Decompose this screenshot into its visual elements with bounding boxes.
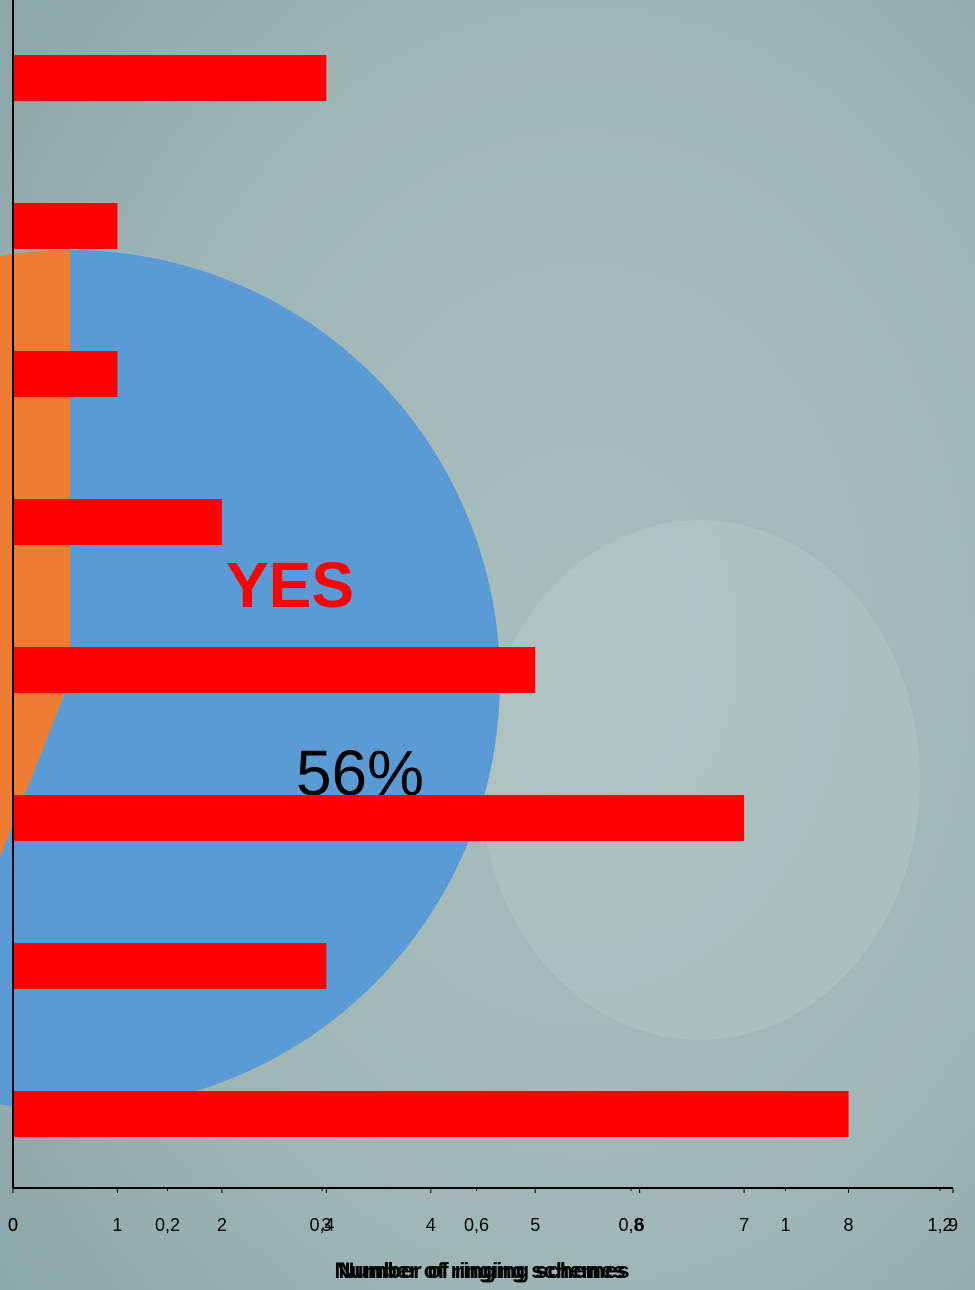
x-tick-label: 1 xyxy=(112,1215,122,1235)
bar xyxy=(13,499,222,545)
x2-tick-label: 0,8 xyxy=(618,1215,643,1235)
x-tick-label: 2 xyxy=(217,1215,227,1235)
x-tick-label: 0 xyxy=(8,1215,18,1235)
x-tick-label: 6 xyxy=(635,1215,645,1235)
x2-tick-label: 1 xyxy=(780,1215,790,1235)
x-axis-title: Number of ringing schemes xyxy=(335,1258,626,1283)
x2-tick-label: 1,2 xyxy=(927,1215,952,1235)
x-tick-label: 8 xyxy=(844,1215,854,1235)
pie-slice xyxy=(0,250,70,857)
bar xyxy=(13,647,536,693)
x-tick-label: 9 xyxy=(948,1215,958,1235)
bar xyxy=(13,943,327,989)
x2-tick-label: 0 xyxy=(8,1215,18,1235)
photo-detail xyxy=(480,520,920,1040)
x2-tick-label: 0,4 xyxy=(309,1215,334,1235)
x2-tick-label: 0,6 xyxy=(464,1215,489,1235)
x-tick-label: 4 xyxy=(426,1215,436,1235)
bar xyxy=(13,351,118,397)
x-tick-label: 7 xyxy=(739,1215,749,1235)
bar xyxy=(13,203,118,249)
bar xyxy=(13,795,745,841)
bar xyxy=(13,55,327,101)
x2-tick-label: 0,2 xyxy=(155,1215,180,1235)
pie-label: YES xyxy=(226,549,354,621)
bar xyxy=(13,1091,849,1137)
x-tick-label: 5 xyxy=(530,1215,540,1235)
x-tick-label: 3 xyxy=(321,1215,331,1235)
x2-axis-title: Number of ringing schemes xyxy=(339,1258,630,1283)
